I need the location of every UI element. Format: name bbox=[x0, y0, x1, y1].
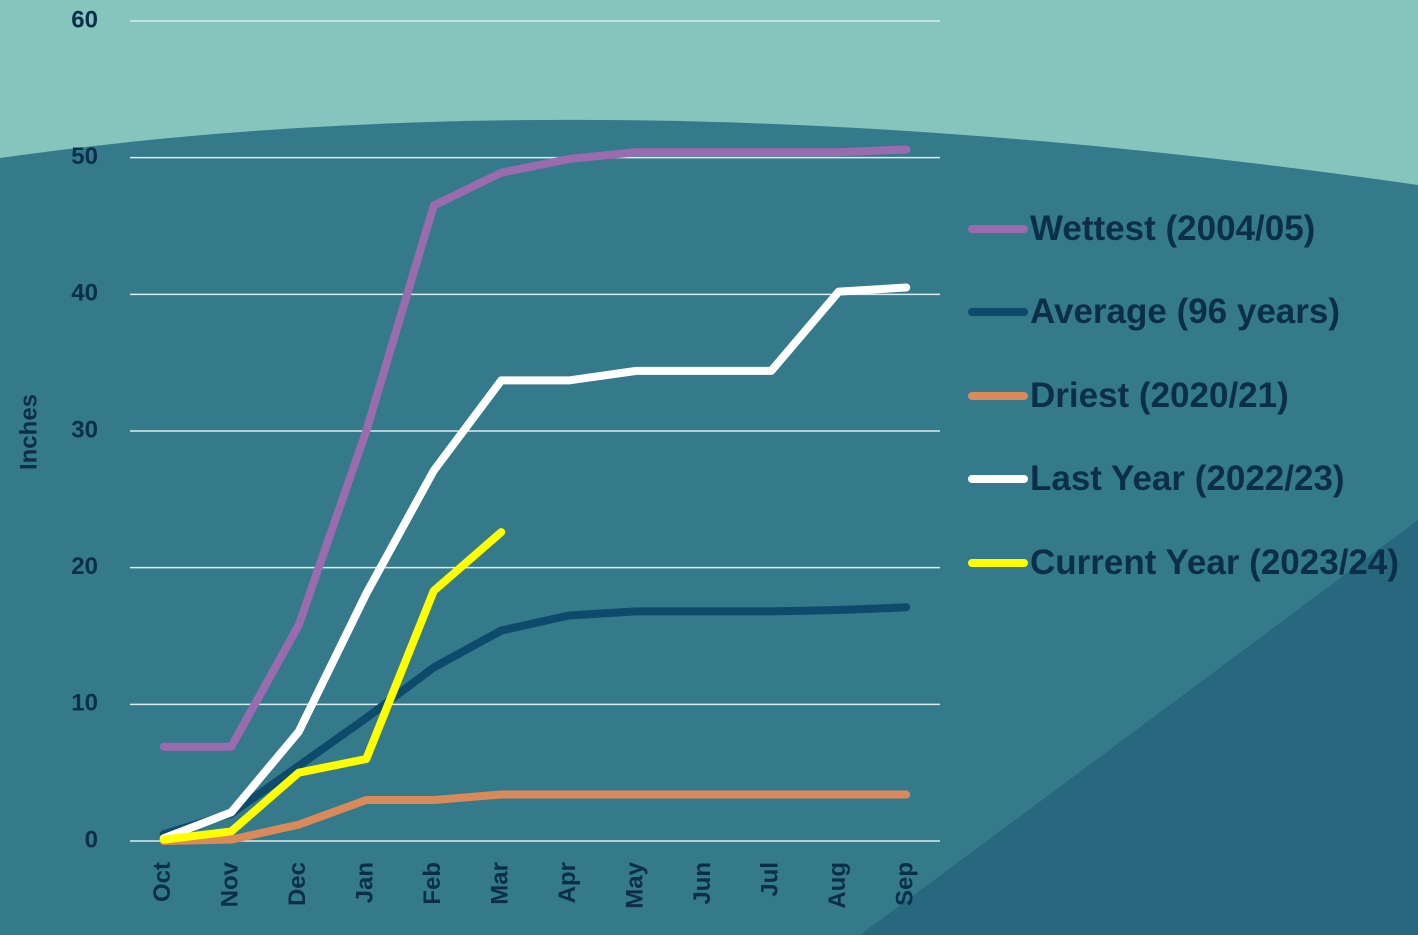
legend-label: Last Year (2022/23) bbox=[1030, 459, 1345, 498]
y-tick-label: 30 bbox=[71, 416, 98, 443]
series-line bbox=[159, 283, 911, 843]
x-tick-label: Aug bbox=[824, 862, 851, 909]
y-tick-label: 50 bbox=[71, 143, 98, 170]
x-tick-label: Oct bbox=[149, 862, 176, 902]
legend-label: Wettest (2004/05) bbox=[1030, 209, 1316, 248]
y-tick-label: 60 bbox=[71, 6, 98, 33]
x-tick-label: Feb bbox=[419, 862, 446, 905]
y-tick-label: 10 bbox=[71, 690, 98, 717]
x-tick-label: Mar bbox=[487, 862, 514, 905]
series-line bbox=[159, 790, 911, 845]
background-wave bbox=[860, 520, 1418, 935]
legend-label: Driest (2020/21) bbox=[1030, 376, 1289, 415]
y-axis-title: Inches bbox=[15, 394, 42, 470]
series-line bbox=[159, 528, 506, 844]
legend-label: Current Year (2023/24) bbox=[1030, 543, 1400, 582]
series-line bbox=[159, 145, 911, 751]
y-tick-label: 20 bbox=[71, 553, 98, 580]
x-tick-label: Apr bbox=[554, 862, 581, 903]
y-tick-label: 0 bbox=[85, 826, 98, 853]
x-tick-label: Jul bbox=[757, 862, 784, 897]
x-tick-label: Sep bbox=[892, 862, 919, 906]
x-tick-label: Jan bbox=[352, 862, 379, 903]
legend-label: Average (96 years) bbox=[1030, 292, 1341, 331]
y-tick-label: 40 bbox=[71, 280, 98, 307]
x-tick-label: Nov bbox=[217, 861, 244, 907]
x-tick-label: May bbox=[622, 861, 649, 908]
x-tick-label: Dec bbox=[284, 862, 311, 906]
series-line bbox=[159, 603, 911, 839]
x-tick-label: Jun bbox=[689, 862, 716, 905]
